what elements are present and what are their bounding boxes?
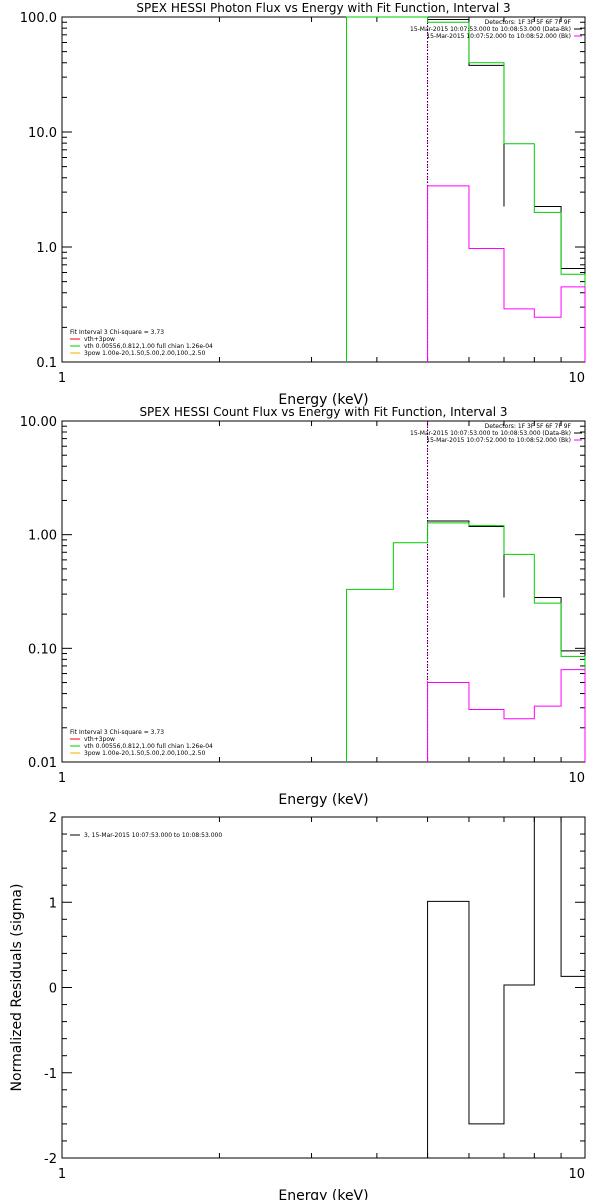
legend-entry: vth 0.00556,0.812,1.00 full chian 1.26e-… <box>84 743 213 750</box>
y-tick-label: 1.00 <box>28 529 57 544</box>
x-tick-label: 1 <box>58 1167 66 1182</box>
x-axis-label: Energy (keV) <box>278 392 368 408</box>
series-step-line <box>427 816 586 1158</box>
y-tick-label: -1 <box>44 1067 57 1082</box>
x-tick-label: 10 <box>568 771 585 786</box>
plot-frame <box>61 420 586 763</box>
legend-entry: 15-Mar-2015 10:07:53.000 to 10:08:53.000… <box>410 430 571 437</box>
y-tick-label: 10.00 <box>20 415 57 430</box>
y-tick-label: 0.10 <box>28 642 57 657</box>
x-tick-label: 1 <box>58 371 66 386</box>
y-tick-label: 1.0 <box>36 241 57 256</box>
legend-entry: vth+3pow <box>84 336 115 343</box>
legend-entry: vth+3pow <box>84 736 115 743</box>
legend-entry: 15-Mar-2015 10:07:52.000 to 10:08:52.000… <box>426 437 571 444</box>
chart-title: SPEX HESSI Count Flux vs Energy with Fit… <box>139 405 507 419</box>
legend-entry: Fit Interval 3 Chi-square = 3.73 <box>70 729 164 736</box>
x-tick-label: 10 <box>568 1167 585 1182</box>
legend-entry: 3pow 1.00e-20,1.50,5.00,2.00,100.,2.50 <box>84 350 205 357</box>
legend-entry: 15-Mar-2015 10:07:53.000 to 10:08:53.000… <box>410 26 571 33</box>
x-axis-label: Energy (keV) <box>278 792 368 808</box>
legend-entry: vth 0.00556,0.812,1.00 full chian 1.26e-… <box>84 343 213 350</box>
y-tick-label: 0 <box>49 982 57 997</box>
legend-entry: Detectors: 1F 3F 5F 6F 7F 9F <box>485 423 572 430</box>
x-tick-label: 1 <box>58 771 66 786</box>
series-step-line <box>427 669 586 762</box>
series-step-line <box>427 185 586 362</box>
y-tick-label: 2 <box>49 811 57 826</box>
x-axis-label: Energy (keV) <box>278 1188 368 1200</box>
legend-entry: Detectors: 1F 3F 5F 6F 7F 9F <box>485 19 572 26</box>
y-tick-label: -2 <box>44 1152 57 1167</box>
plot-frame <box>61 16 586 363</box>
y-tick-label: 100.0 <box>20 11 57 26</box>
legend-entry: Fit Interval 3 Chi-square = 3.73 <box>70 329 164 336</box>
legend-entry: 3pow 1.00e-20,1.50,5.00,2.00,100.,2.50 <box>84 750 205 757</box>
y-tick-label: 0.01 <box>28 756 57 771</box>
series-step-line <box>346 16 586 362</box>
y-tick-label: 1 <box>49 896 57 911</box>
y-axis-label: Normalized Residuals (sigma) <box>9 884 25 1092</box>
legend-entry: 15-Mar-2015 10:07:52.000 to 10:08:52.000… <box>426 33 571 40</box>
chart-title: SPEX HESSI Photon Flux vs Energy with Fi… <box>136 1 510 15</box>
y-tick-label: 0.1 <box>36 356 57 371</box>
x-tick-label: 10 <box>568 371 585 386</box>
y-tick-label: 10.0 <box>28 126 57 141</box>
plot-frame <box>61 816 586 1159</box>
series-step-line <box>346 522 586 762</box>
legend-entry: 3, 15-Mar-2015 10:07:53.000 to 10:08:53.… <box>84 832 222 839</box>
